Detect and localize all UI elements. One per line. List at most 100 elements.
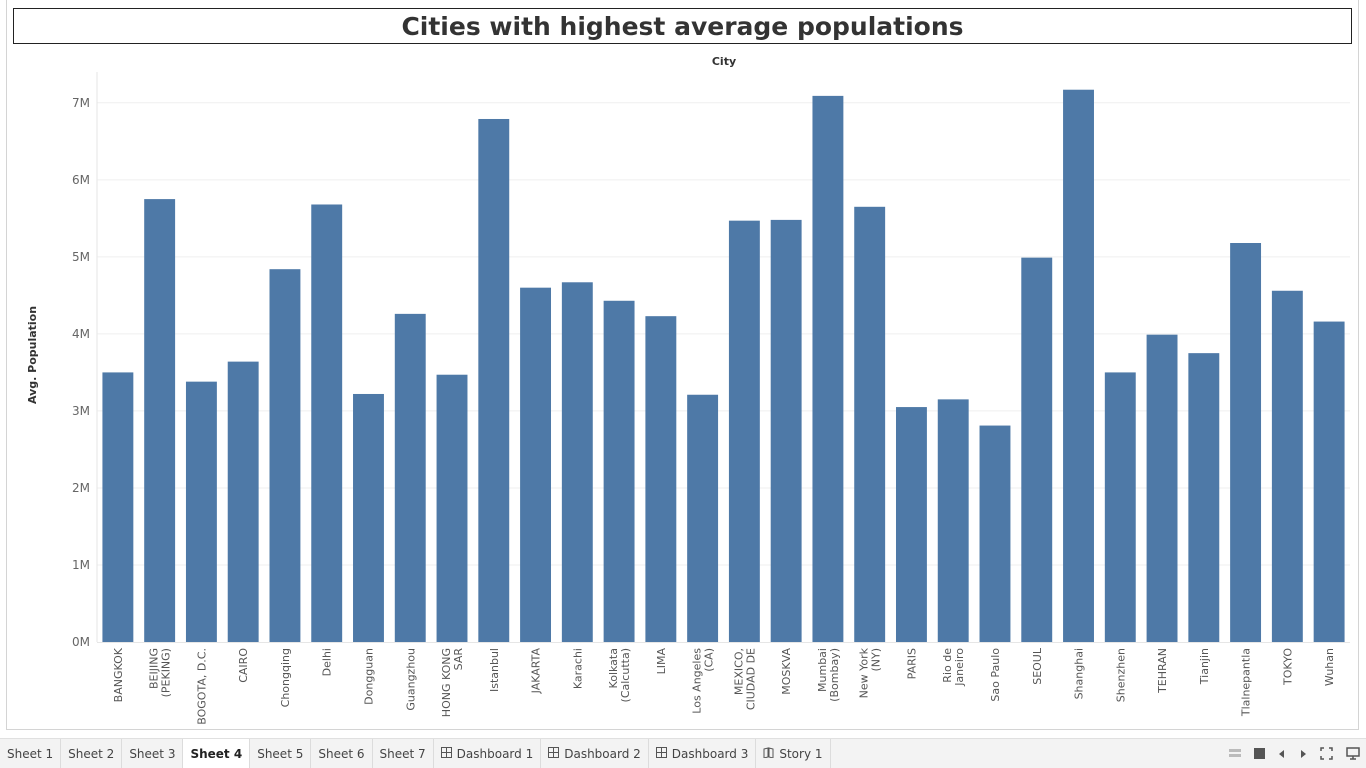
- x-tick-label: Rio de: [941, 648, 954, 683]
- bar[interactable]: [1313, 321, 1345, 642]
- bar[interactable]: [144, 199, 176, 642]
- x-tick-label: Chongqing: [279, 648, 292, 707]
- chart-title: Cities with highest average populations: [401, 11, 964, 41]
- bar[interactable]: [436, 374, 468, 642]
- tab-dashboard-3[interactable]: Dashboard 3: [649, 739, 757, 768]
- y-axis-label: Avg. Population: [26, 306, 39, 404]
- bar[interactable]: [687, 394, 719, 642]
- x-tick-label: Kolkata: [607, 648, 620, 688]
- tab-sheet-6[interactable]: Sheet 6: [311, 739, 373, 768]
- bar[interactable]: [1063, 89, 1094, 643]
- next-sheet-icon[interactable]: [1299, 749, 1307, 759]
- bar[interactable]: [603, 300, 635, 642]
- tab-label: Story 1: [779, 746, 823, 761]
- bar[interactable]: [728, 220, 760, 642]
- tab-dashboard-1[interactable]: Dashboard 1: [434, 739, 542, 768]
- x-tick-label: Tlalnepantla: [1240, 648, 1253, 717]
- x-tick-label: Karachi: [571, 648, 584, 689]
- x-tick-label: BOGOTA, D.C.: [195, 648, 208, 725]
- tab-label: Sheet 7: [379, 746, 426, 761]
- tab-label: Sheet 3: [129, 746, 176, 761]
- tab-sheet-5[interactable]: Sheet 5: [250, 739, 312, 768]
- story-icon: [763, 746, 774, 761]
- chart-title-box: Cities with highest average populations: [13, 8, 1352, 44]
- bar[interactable]: [311, 204, 343, 642]
- dashboard-icon: [440, 746, 452, 761]
- y-tick-label: 6M: [72, 173, 90, 187]
- bar-chart: City Avg. Population 0M 1M 2M 3M 4M 5M 6M 7M BA…: [26, 55, 1350, 725]
- bar[interactable]: [895, 407, 927, 642]
- bar[interactable]: [812, 95, 844, 643]
- tab-sheet-1[interactable]: Sheet 1: [0, 739, 62, 768]
- tab-sheet-7[interactable]: Sheet 7: [373, 739, 434, 768]
- x-tick-label: Los Angeles: [691, 648, 704, 714]
- bar[interactable]: [478, 118, 510, 642]
- bar[interactable]: [353, 393, 384, 642]
- previous-sheet-icon[interactable]: [1278, 749, 1286, 759]
- x-tick-label: MOSKVA: [780, 648, 793, 695]
- tab-label: Sheet 1: [7, 746, 54, 761]
- x-tick-label: PARIS: [905, 648, 918, 679]
- x-tick-label: (Calcutta): [619, 648, 632, 702]
- x-tick-label: Delhi: [321, 648, 334, 676]
- tab-dashboard-2[interactable]: Dashboard 2: [541, 739, 649, 768]
- x-tick-label: BEIJING: [148, 648, 161, 689]
- y-tick-label: 2M: [72, 481, 90, 495]
- x-tick-label: Tianjin: [1198, 648, 1211, 685]
- bar[interactable]: [1146, 334, 1178, 642]
- bar[interactable]: [185, 381, 217, 642]
- worksheet-frame: [6, 0, 1359, 730]
- x-tick-label: HONG KONG: [440, 648, 453, 717]
- bar[interactable]: [1230, 243, 1262, 642]
- x-tick-label: (NY): [870, 648, 883, 672]
- bar[interactable]: [1021, 257, 1053, 642]
- sheet-tabs: Sheet 1 Sheet 2 Sheet 3 Sheet 4 Sheet 5 Sheet…: [0, 739, 831, 768]
- sheet-tab-bar: Sheet 1 Sheet 2 Sheet 3 Sheet 4 Sheet 5 Sheet…: [0, 738, 1366, 768]
- dashboard-icon: [548, 746, 560, 761]
- tab-label: Dashboard 2: [564, 746, 641, 761]
- x-axis-label: City: [712, 55, 736, 68]
- dashboard-icon: [655, 746, 667, 761]
- bar[interactable]: [394, 313, 426, 642]
- x-tick-label: Istanbul: [488, 648, 501, 692]
- y-axis-ticks: 0M 1M 2M 3M 4M 5M 6M 7M: [72, 96, 90, 649]
- tab-sheet-4[interactable]: Sheet 4: [183, 739, 251, 768]
- x-tick-label: Shanghai: [1073, 648, 1086, 699]
- bar[interactable]: [854, 206, 886, 642]
- bars: [102, 89, 1345, 643]
- bar[interactable]: [1104, 372, 1136, 642]
- x-axis-ticks: BANGKOK BEIJING (PEKING) BOGOTA, D.C. CAIRO C…: [112, 647, 1336, 725]
- tab-story-1[interactable]: Story 1: [756, 739, 831, 768]
- x-tick-label: Janeiro: [953, 648, 966, 687]
- bar[interactable]: [1271, 290, 1303, 642]
- presentation-mode-icon[interactable]: [1320, 747, 1333, 760]
- tab-label: Dashboard 1: [456, 746, 534, 761]
- x-tick-label: CIUDAD DE: [744, 648, 757, 710]
- tab-label: Sheet 4: [190, 746, 243, 761]
- bar[interactable]: [227, 361, 259, 642]
- x-tick-label: Guangzhou: [404, 648, 417, 711]
- x-tick-label: Wuhan: [1323, 648, 1336, 686]
- tab-sheet-2[interactable]: Sheet 2: [61, 739, 123, 768]
- y-tick-label: 0M: [72, 635, 90, 649]
- tab-sheet-3[interactable]: Sheet 3: [122, 739, 184, 768]
- x-tick-label: SEOUL: [1031, 647, 1044, 685]
- bar[interactable]: [520, 287, 552, 642]
- bar[interactable]: [102, 372, 134, 642]
- bar[interactable]: [979, 425, 1011, 642]
- bar[interactable]: [561, 282, 593, 642]
- presentation-screen-icon[interactable]: [1346, 747, 1360, 760]
- grid-lines: [96, 72, 1350, 643]
- tab-label: Sheet 6: [318, 746, 365, 761]
- bar[interactable]: [1188, 353, 1220, 642]
- bar[interactable]: [770, 219, 802, 642]
- tab-label: Sheet 2: [68, 746, 115, 761]
- y-tick-label: 7M: [72, 96, 90, 110]
- y-tick-label: 5M: [72, 250, 90, 264]
- show-tabs-icon[interactable]: [1254, 748, 1265, 759]
- bar[interactable]: [269, 269, 301, 642]
- show-filmstrip-icon[interactable]: [1229, 748, 1241, 759]
- bar[interactable]: [645, 316, 677, 642]
- bar[interactable]: [937, 399, 969, 642]
- x-tick-label: Dongguan: [362, 648, 375, 705]
